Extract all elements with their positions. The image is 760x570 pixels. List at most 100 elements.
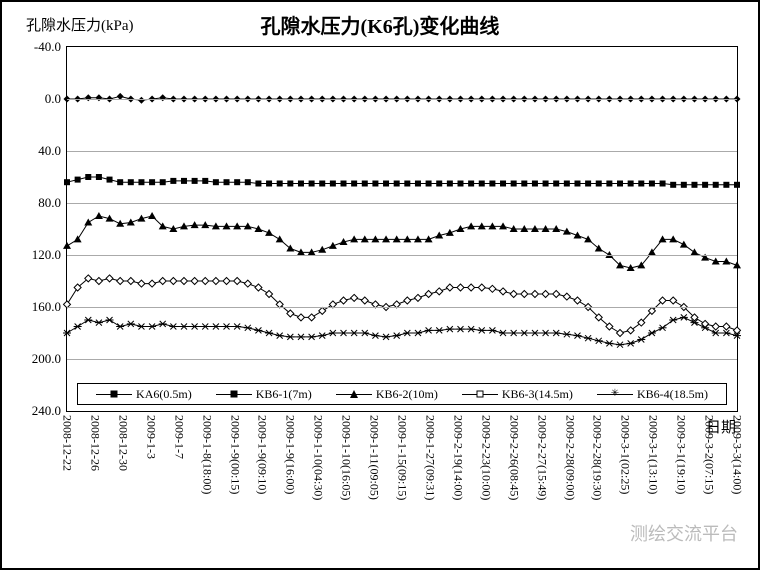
- series-marker: [191, 278, 198, 285]
- series-marker: [202, 278, 209, 285]
- legend-label: KB6-2(10m): [376, 387, 438, 402]
- y-tick-label: -40.0: [34, 39, 61, 55]
- series-marker: [297, 314, 304, 321]
- series-marker: [531, 330, 539, 336]
- series-marker: [351, 294, 358, 301]
- series-marker: [191, 324, 199, 330]
- series-marker: [499, 330, 507, 336]
- series-marker: [159, 278, 166, 285]
- series-marker: [148, 324, 156, 330]
- series-marker: [456, 326, 464, 332]
- series-marker: [382, 334, 390, 340]
- chart-container: 孔隙水压力(K6孔)变化曲线 孔隙水压力(kPa) KA6(0.5m)KB6-1…: [0, 0, 760, 570]
- series-marker: [478, 327, 486, 333]
- x-tick-label: 2008-12-30: [115, 415, 130, 471]
- series-marker: [95, 320, 103, 326]
- series-marker: [415, 181, 421, 187]
- series-marker: [329, 330, 337, 336]
- series-marker: [553, 291, 560, 298]
- x-tick-label: 2009-1-9(16:00): [283, 415, 298, 494]
- series-marker: [340, 297, 347, 304]
- series-marker: [542, 330, 550, 336]
- y-tick-label: 0.0: [45, 91, 61, 107]
- x-tick-label: 2009-1-10(16:05): [339, 415, 354, 500]
- series-marker: [127, 278, 134, 285]
- series-marker: [63, 242, 71, 249]
- series-marker: [350, 330, 358, 336]
- legend-swatch: [462, 388, 498, 400]
- series-marker: [723, 182, 729, 188]
- x-tick-label: 2009-2-28(19:30): [590, 415, 605, 500]
- series-marker: [403, 330, 411, 336]
- x-axis-title: 日期: [706, 416, 736, 437]
- legend-label: KB6-4(18.5m): [637, 387, 708, 402]
- plot-area: KA6(0.5m)KB6-1(7m)KB6-2(10m)KB6-3(14.5m)…: [66, 46, 738, 412]
- series-marker: [574, 181, 580, 187]
- series-marker: [596, 181, 602, 187]
- x-tick-label: 2009-3-1(19:10): [674, 415, 689, 494]
- series-marker: [425, 291, 432, 298]
- series-line: [67, 177, 737, 185]
- series-marker: [680, 241, 688, 248]
- series-marker: [414, 294, 421, 301]
- series-marker: [702, 182, 708, 188]
- series-line: [67, 216, 737, 268]
- series-marker: [520, 330, 528, 336]
- series-marker: [500, 181, 506, 187]
- series-marker: [84, 317, 92, 323]
- series-marker: [201, 324, 209, 330]
- series-marker: [96, 174, 102, 180]
- y-tick-label: 40.0: [38, 143, 61, 159]
- series-marker: [468, 284, 475, 291]
- legend-item: KB6-3(14.5m): [462, 387, 573, 402]
- series-marker: [351, 181, 357, 187]
- series-marker: [127, 321, 135, 327]
- series-marker: [446, 326, 454, 332]
- series-marker: [286, 334, 294, 340]
- series-marker: [64, 179, 70, 185]
- series-marker: [722, 330, 730, 336]
- series-marker: [148, 212, 156, 219]
- series-marker: [341, 181, 347, 187]
- legend-item: ✳KB6-4(18.5m): [597, 387, 708, 402]
- series-marker: [138, 97, 145, 104]
- series-marker: [553, 181, 559, 187]
- series-marker: [223, 278, 230, 285]
- series-marker: [308, 334, 316, 340]
- watermark: 测绘交流平台: [630, 520, 738, 546]
- series-marker: [107, 177, 113, 183]
- series-marker: [180, 278, 187, 285]
- series-marker: [85, 94, 92, 101]
- series-marker: [297, 334, 305, 340]
- series-marker: [233, 324, 241, 330]
- series-marker: [542, 291, 549, 298]
- series-marker: [414, 330, 422, 336]
- series-marker: [244, 325, 252, 331]
- x-tick-label: 2009-2-26(08:45): [506, 415, 521, 500]
- series-marker: [266, 181, 272, 187]
- series-marker: [254, 327, 262, 333]
- series-marker: [489, 181, 495, 187]
- y-tick-label: 200.0: [32, 351, 61, 367]
- series-marker: [638, 181, 644, 187]
- series-marker: [521, 181, 527, 187]
- series-marker: [691, 182, 697, 188]
- series-marker: [393, 333, 401, 339]
- gridline-horizontal: [67, 203, 737, 204]
- legend-swatch: [216, 388, 252, 400]
- x-tick-label: 2009-2-23(10:00): [478, 415, 493, 500]
- series-marker: [425, 327, 433, 333]
- series-marker: [617, 330, 624, 337]
- series-marker: [713, 182, 719, 188]
- series-marker: [340, 330, 348, 336]
- legend-swatch: [336, 388, 372, 400]
- series-marker: [627, 340, 635, 346]
- series-marker: [106, 275, 113, 282]
- series-marker: [128, 179, 134, 185]
- series-marker: [394, 181, 400, 187]
- series-marker: [63, 330, 71, 336]
- series-marker: [244, 280, 251, 287]
- series-marker: [234, 278, 241, 285]
- x-tick-label: 2009-1-9(09:10): [255, 415, 270, 494]
- gridline-horizontal: [67, 255, 737, 256]
